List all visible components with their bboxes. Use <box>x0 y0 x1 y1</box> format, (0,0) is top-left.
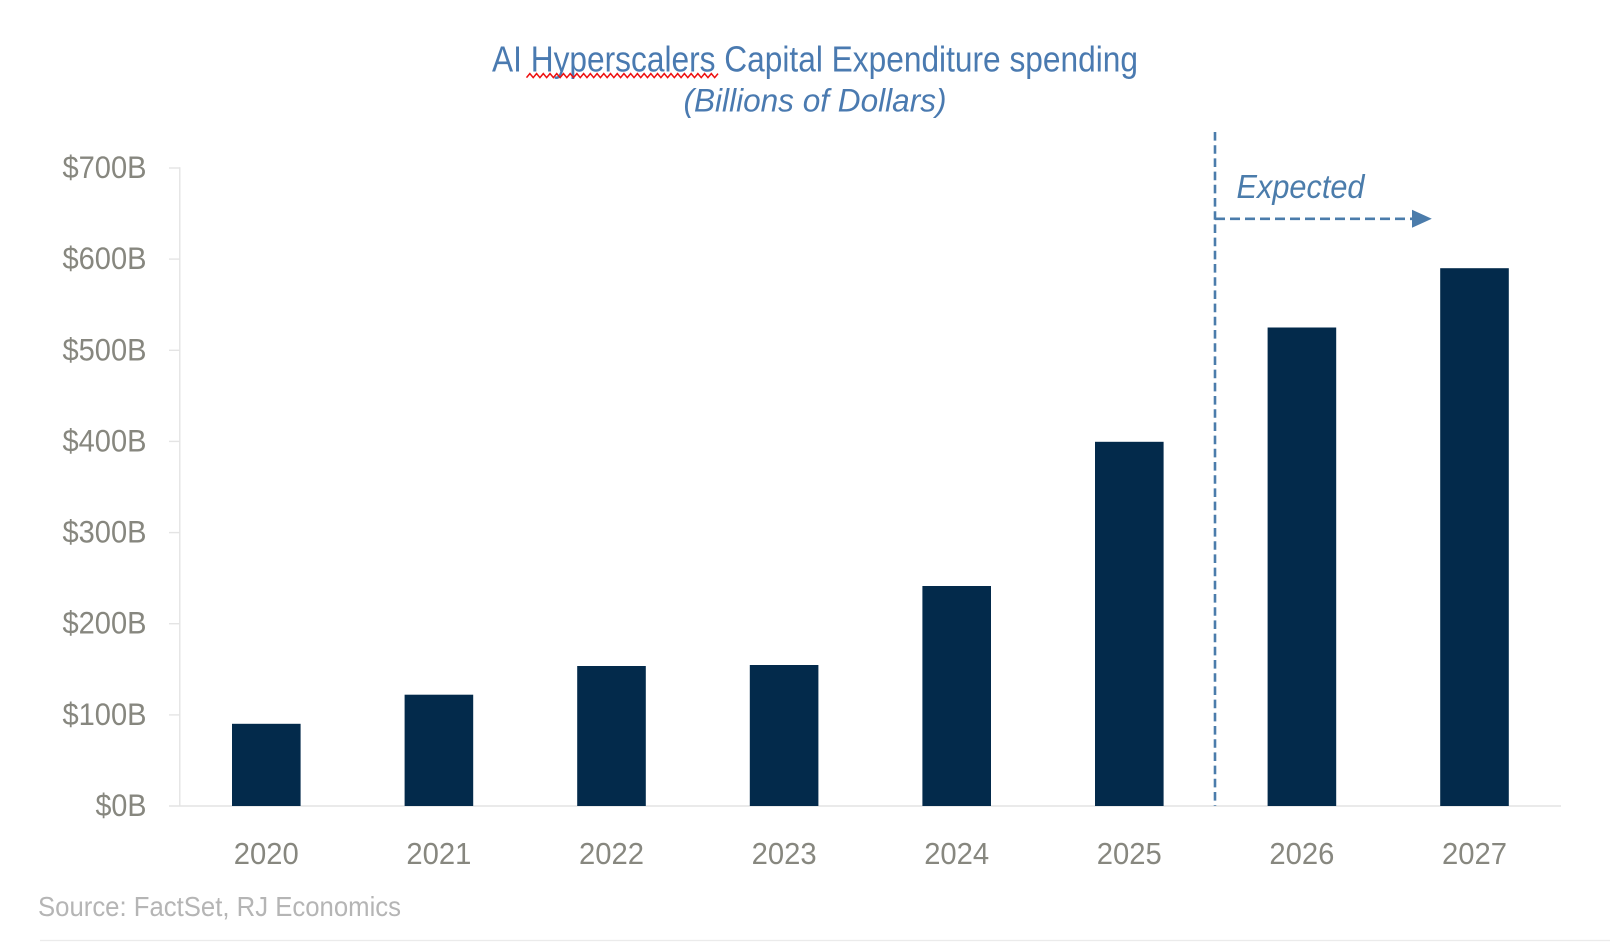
svg-text:2020: 2020 <box>234 836 299 871</box>
svg-text:2024: 2024 <box>924 836 989 871</box>
svg-text:AI Hyperscalers Capital Expend: AI Hyperscalers Capital Expenditure spen… <box>492 39 1138 80</box>
svg-text:2023: 2023 <box>752 836 817 871</box>
svg-text:$600B: $600B <box>63 240 147 276</box>
svg-text:2025: 2025 <box>1097 836 1162 871</box>
svg-text:2022: 2022 <box>579 836 644 871</box>
svg-text:$200B: $200B <box>63 605 147 641</box>
svg-text:$700B: $700B <box>63 149 147 185</box>
svg-text:$0B: $0B <box>96 787 147 823</box>
svg-text:$300B: $300B <box>63 514 147 550</box>
svg-text:2027: 2027 <box>1442 836 1507 871</box>
svg-text:$400B: $400B <box>63 422 147 458</box>
svg-text:Expected: Expected <box>1237 168 1367 205</box>
svg-text:2021: 2021 <box>406 836 471 871</box>
svg-text:(Billions of Dollars): (Billions of Dollars) <box>684 83 947 119</box>
svg-text:2026: 2026 <box>1269 836 1334 871</box>
svg-text:$100B: $100B <box>63 696 147 732</box>
svg-text:Source: FactSet, RJ Economics: Source: FactSet, RJ Economics <box>38 891 401 922</box>
svg-text:$500B: $500B <box>63 331 147 367</box>
